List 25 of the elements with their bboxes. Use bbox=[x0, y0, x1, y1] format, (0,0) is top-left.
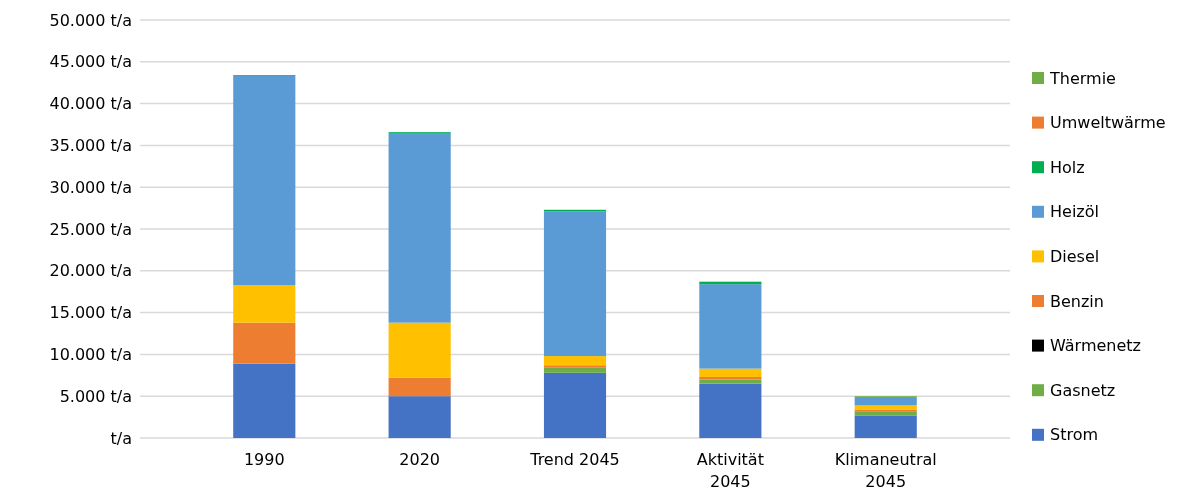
legend-label: Diesel bbox=[1050, 247, 1100, 266]
legend-label: Umweltwärme bbox=[1050, 113, 1166, 133]
y-tick-label: 30.000 t/a bbox=[49, 177, 132, 197]
x-tick-label: Klimaneutral 2045 bbox=[834, 450, 937, 491]
y-tick-label: 35.000 t/a bbox=[49, 136, 132, 155]
y-tick-label: 45.000 t/a bbox=[49, 52, 132, 72]
legend-label: Wärmenetz bbox=[1050, 336, 1141, 356]
y-tick-label: 25.000 t/a bbox=[49, 219, 132, 239]
legend-label: Heizöl bbox=[1050, 202, 1099, 222]
y-tick-label: 20.000 t/a bbox=[49, 261, 132, 281]
legend-label: Gasnetz bbox=[1050, 380, 1116, 400]
y-tick-label: 10.000 t/a bbox=[49, 345, 132, 364]
y-tick-label: 5.000 t/a bbox=[59, 386, 132, 406]
y-tick-label: t/a bbox=[110, 428, 132, 448]
x-tick-label: 1990 bbox=[243, 450, 285, 469]
legend-label: Holz bbox=[1050, 157, 1085, 177]
legend-label: Strom bbox=[1050, 425, 1099, 445]
y-tick-label: 15.000 t/a bbox=[49, 303, 132, 323]
legend-label: Thermie bbox=[1049, 68, 1116, 88]
y-tick-label: 50.000 t/a bbox=[49, 10, 132, 30]
legend-label: Benzin bbox=[1050, 291, 1104, 311]
x-tick-label: Aktivität 2045 bbox=[696, 450, 764, 491]
x-tick-label: 2020 bbox=[399, 450, 440, 469]
y-tick-label: 40.000 t/a bbox=[49, 94, 132, 114]
x-tick-label: Trend 2045 bbox=[529, 450, 620, 469]
